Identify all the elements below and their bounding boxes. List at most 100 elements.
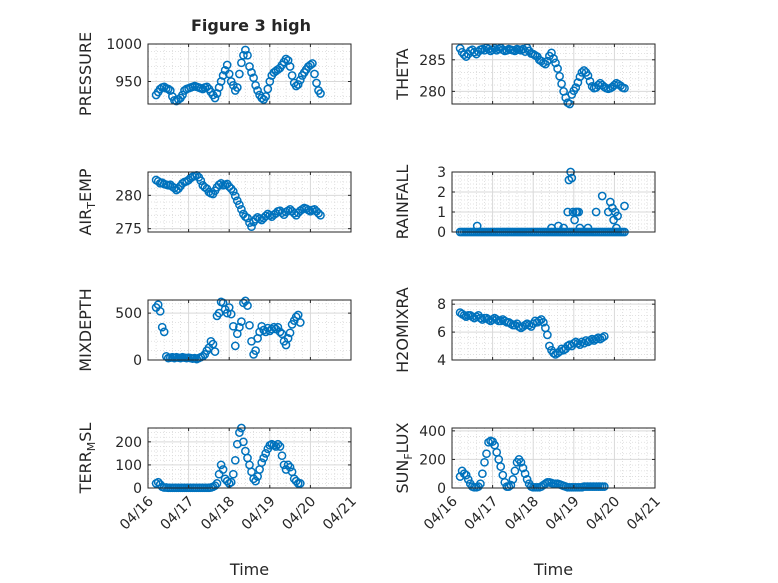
- y-axis-label: H2OMIXRA: [393, 287, 412, 373]
- data-point: [269, 322, 279, 332]
- data-point: [218, 71, 228, 80]
- y-axis-label: SUNFLUX: [393, 422, 415, 493]
- data-point: [216, 178, 226, 188]
- series-mixdepth: [151, 296, 305, 364]
- data-point: [488, 315, 497, 324]
- data-point: [261, 449, 271, 458]
- data-point: [285, 328, 295, 338]
- data-point: [163, 84, 173, 94]
- y-tick-label: 285: [419, 53, 446, 69]
- data-point: [591, 207, 601, 217]
- data-point: [287, 71, 297, 80]
- data-point: [516, 457, 526, 467]
- data-point: [461, 312, 471, 322]
- data-point: [555, 71, 564, 81]
- data-point: [243, 213, 252, 223]
- data-point: [570, 215, 579, 225]
- data-point: [212, 479, 222, 488]
- data-point: [585, 76, 595, 86]
- data-point: [593, 333, 603, 343]
- data-point: [599, 482, 609, 491]
- data-point: [218, 465, 228, 474]
- data-point: [554, 221, 563, 231]
- data-point: [295, 75, 305, 85]
- series-sun-flux: [455, 436, 609, 492]
- axes-box: [451, 299, 656, 361]
- data-point: [459, 469, 469, 479]
- series-h2omixra: [455, 308, 609, 359]
- data-point: [235, 322, 244, 332]
- data-point: [547, 48, 556, 58]
- y-tick-label: 3: [437, 165, 446, 181]
- data-point: [539, 317, 548, 327]
- figure-title: Figure 3 high: [191, 16, 311, 35]
- data-point: [620, 201, 629, 211]
- y-axis-label: AIRTEMP: [76, 168, 98, 235]
- data-point: [237, 58, 246, 68]
- data-point: [237, 317, 246, 326]
- data-point: [232, 83, 242, 92]
- data-point: [510, 466, 520, 476]
- data-point: [222, 476, 232, 486]
- y-tick-label: 1: [437, 205, 446, 221]
- y-tick-label: 0: [133, 353, 142, 369]
- data-point: [277, 451, 287, 461]
- data-point: [291, 312, 301, 322]
- data-point: [226, 309, 236, 319]
- y-tick-label: 400: [419, 424, 446, 440]
- data-point: [461, 52, 471, 61]
- data-point: [285, 62, 295, 71]
- y-tick-label: 280: [419, 84, 446, 100]
- data-point: [316, 89, 325, 98]
- data-point: [518, 463, 528, 473]
- data-point: [543, 330, 552, 340]
- data-point: [510, 46, 520, 56]
- y-tick-label: 200: [419, 452, 446, 468]
- data-point: [208, 339, 218, 349]
- data-point: [210, 93, 220, 103]
- data-point: [613, 211, 622, 221]
- plot-area: [452, 172, 655, 232]
- y-tick-label: 0: [437, 481, 446, 497]
- plot-area: [452, 428, 655, 488]
- data-point: [257, 458, 267, 467]
- data-point: [478, 469, 487, 479]
- data-point: [557, 79, 566, 89]
- y-tick-label: 2: [437, 185, 446, 201]
- data-point: [275, 442, 285, 451]
- data-point: [241, 296, 250, 306]
- y-tick-label: 500: [115, 306, 142, 322]
- data-point: [235, 428, 244, 437]
- data-point: [228, 321, 238, 331]
- axes-box: [451, 171, 656, 233]
- data-point: [575, 72, 585, 82]
- y-tick-label: 0: [437, 225, 446, 241]
- data-point: [230, 341, 240, 351]
- data-point: [459, 310, 469, 320]
- subplot-rainfall: 0 1 2 3 RAINFALL: [393, 165, 656, 241]
- data-point: [261, 92, 271, 101]
- data-point: [259, 453, 269, 463]
- data-point: [226, 477, 236, 487]
- data-point: [541, 479, 550, 489]
- data-point: [273, 439, 283, 449]
- data-point: [306, 60, 315, 70]
- data-point: [251, 80, 260, 90]
- data-point: [291, 81, 301, 91]
- data-point: [569, 338, 579, 348]
- data-point: [461, 470, 471, 480]
- data-point: [476, 479, 485, 489]
- data-point: [216, 460, 226, 470]
- data-point: [228, 469, 238, 479]
- data-point: [571, 83, 581, 92]
- data-point: [293, 80, 303, 89]
- data-point: [620, 83, 629, 93]
- data-point: [263, 84, 273, 94]
- data-point: [551, 58, 560, 68]
- data-point: [506, 480, 516, 490]
- data-point: [251, 214, 260, 224]
- axes-box: [147, 43, 352, 105]
- data-point: [295, 318, 305, 327]
- data-point: [228, 186, 238, 196]
- data-point: [247, 68, 256, 77]
